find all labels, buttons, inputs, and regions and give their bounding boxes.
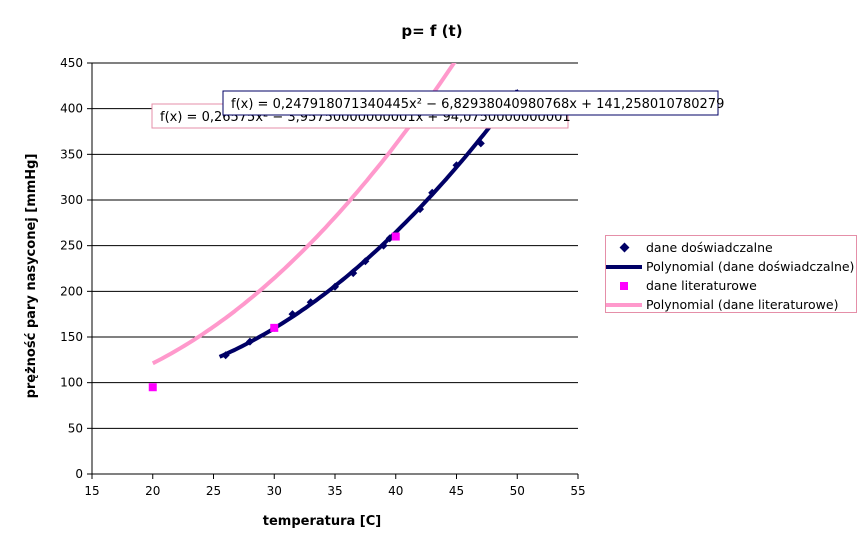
legend-label: Polynomial (dane doświadczalne) — [646, 259, 855, 274]
series-layer — [148, 63, 522, 392]
point-dane-doswiadczalne — [428, 188, 437, 197]
x-axis-title: temperatura [C] — [263, 514, 382, 529]
y-tick-label: 100 — [60, 376, 83, 390]
point-dane-doswiadczalne — [476, 139, 485, 148]
x-tick-label: 35 — [327, 484, 342, 498]
point-dane-doswiadczalne — [288, 310, 297, 319]
point-dane-literaturowe — [270, 323, 279, 332]
x-tick-label: 30 — [267, 484, 282, 498]
legend-item-dane-literaturowe: dane literaturowe — [606, 276, 856, 295]
equation-box-doswiadczalne-frame — [222, 90, 719, 116]
point-dane-doswiadczalne — [306, 298, 315, 307]
x-tick-label: 55 — [570, 484, 585, 498]
navy-line-icon — [606, 264, 642, 269]
point-dane-literaturowe — [391, 232, 400, 241]
legend-label: Polynomial (dane literaturowe) — [646, 297, 839, 312]
legend: dane doświadczalne Polynomial (dane dośw… — [605, 235, 857, 313]
trendline-doswiadczalne — [218, 89, 519, 359]
point-dane-doswiadczalne — [385, 234, 394, 243]
x-tick-label: 25 — [206, 484, 221, 498]
x-tick-label: 20 — [145, 484, 160, 498]
x-tick-label: 15 — [84, 484, 99, 498]
equation-doswiadczalne: f(x) = 0,247918071340445x² − 6,829380409… — [231, 97, 724, 112]
axes-layer — [87, 62, 579, 479]
point-dane-doswiadczalne — [361, 257, 370, 266]
point-dane-doswiadczalne — [221, 351, 230, 360]
y-tick-label: 200 — [60, 284, 83, 298]
y-tick-label: 0 — [75, 467, 83, 481]
legend-item-dane-doswiadczalne: dane doświadczalne — [606, 238, 856, 257]
point-dane-doswiadczalne — [349, 269, 358, 278]
diamond-marker-icon — [606, 242, 642, 253]
y-tick-label: 350 — [60, 147, 83, 161]
point-dane-doswiadczalne — [331, 282, 339, 291]
x-tick-label: 40 — [388, 484, 403, 498]
y-tick-label: 400 — [60, 102, 83, 116]
y-tick-label: 300 — [60, 193, 83, 207]
legend-item-polynomial-doswiadczalne: Polynomial (dane doświadczalne) — [606, 257, 856, 276]
point-dane-literaturowe — [148, 383, 157, 392]
legend-item-polynomial-literaturowe: Polynomial (dane literaturowe) — [606, 295, 856, 314]
point-dane-doswiadczalne — [416, 205, 425, 214]
grid-layer — [92, 62, 578, 429]
legend-label: dane literaturowe — [646, 278, 757, 293]
y-tick-label: 250 — [60, 239, 83, 253]
point-dane-doswiadczalne — [379, 241, 388, 250]
y-tick-label: 50 — [68, 421, 83, 435]
square-marker-icon — [606, 281, 642, 290]
equation-box-doswiadczalne: f(x) = 0,247918071340445x² − 6,829380409… — [222, 90, 724, 116]
pink-line-icon — [606, 302, 642, 307]
trendline-literaturowe — [151, 63, 457, 366]
x-tick-labels: 15 20 25 30 35 40 45 50 55 — [84, 484, 585, 498]
legend-label: dane doświadczalne — [646, 240, 773, 255]
y-tick-labels: 0 50 100 150 200 250 300 350 400 450 — [60, 56, 83, 481]
x-tick-label: 50 — [510, 484, 525, 498]
point-dane-doswiadczalne — [245, 337, 254, 346]
y-axis-title: prężność pary nasyconej [mmHg] — [24, 154, 39, 399]
y-tick-label: 150 — [60, 330, 83, 344]
x-tick-label: 45 — [449, 484, 464, 498]
y-tick-label: 450 — [60, 56, 83, 70]
point-dane-doswiadczalne — [452, 161, 461, 170]
plot-area — [148, 63, 522, 392]
chart-title: p= f (t) — [401, 22, 462, 40]
